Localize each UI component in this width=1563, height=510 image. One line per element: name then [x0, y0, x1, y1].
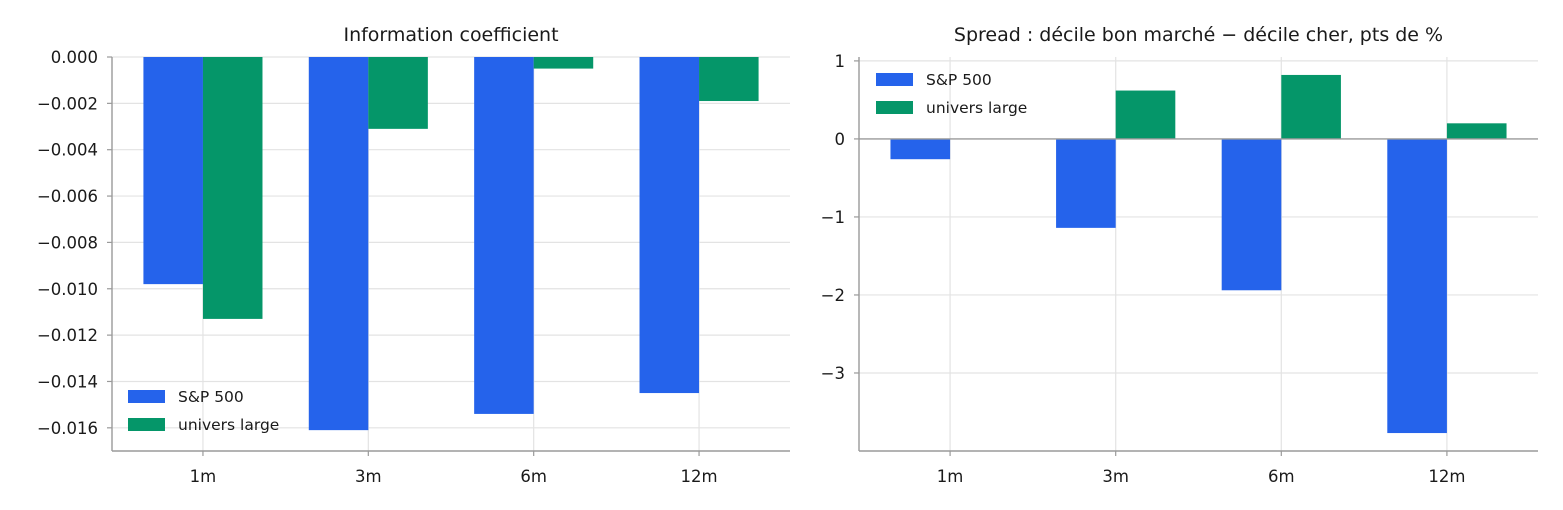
legend-swatch-sp500: [876, 73, 913, 86]
y-tick-label: −2: [821, 286, 845, 305]
chart-spread: 1 0 −1 −2 −3 1m 3m 6m 12m Spread : décile bon mar…: [821, 24, 1538, 486]
bar-sp500-6m: [1221, 138, 1282, 291]
x-tick-label: 6m: [520, 467, 547, 486]
chart-title: Spread : décile bon marché − décile cher…: [954, 24, 1443, 46]
x-tick-label: 3m: [1102, 467, 1129, 486]
y-tick-label: −0.006: [37, 187, 98, 206]
y-tick-label: −1: [821, 208, 845, 227]
bar-univers-1m: [202, 57, 263, 319]
y-tick-label: −0.012: [37, 326, 98, 345]
y-tick-label: −0.002: [37, 94, 98, 113]
y-tick-label: −0.010: [37, 280, 98, 299]
legend: S&P 500 univers large: [876, 71, 1027, 117]
bar-sp500-12m: [1387, 138, 1447, 434]
x-tick-label: 1m: [937, 467, 964, 486]
x-tick-label: 1m: [190, 467, 217, 486]
y-tick-label: 0.000: [51, 48, 98, 67]
y-tick-label: −3: [821, 364, 845, 383]
bar-univers-6m: [1281, 74, 1341, 139]
y-tick-label: 1: [835, 52, 846, 71]
bar-sp500-1m: [890, 138, 951, 160]
y-tick-label: 0: [835, 130, 846, 149]
bar-univers-12m: [1446, 123, 1507, 139]
bar-univers-12m: [699, 57, 759, 102]
chart-title: Information coefficient: [343, 24, 558, 46]
bar-univers-3m: [1115, 90, 1176, 139]
legend-label-sp500: S&P 500: [926, 71, 992, 89]
bar-sp500-3m: [308, 57, 369, 431]
bar-sp500-6m: [474, 57, 534, 414]
bar-univers-6m: [533, 57, 594, 69]
bar-sp500-12m: [639, 57, 700, 394]
x-tick-label: 12m: [1428, 467, 1465, 486]
bar-sp500-3m: [1056, 138, 1116, 228]
legend-label-univers: univers large: [926, 99, 1027, 117]
bar-sp500-1m: [143, 57, 203, 285]
y-tick-label: −0.004: [37, 141, 98, 160]
x-tick-label: 12m: [681, 467, 718, 486]
x-tick-label: 3m: [355, 467, 382, 486]
y-tick-label: −0.008: [37, 233, 98, 252]
chart-information-coefficient: 0.000 −0.002 −0.004 −0.006 −0.008 −0.010 −0.01…: [37, 24, 790, 486]
legend: S&P 500 univers large: [128, 388, 279, 434]
legend-swatch-univers: [128, 418, 165, 431]
legend-swatch-univers: [876, 101, 913, 114]
legend-swatch-sp500: [128, 390, 165, 403]
legend-label-univers: univers large: [178, 416, 279, 434]
bar-univers-3m: [368, 57, 428, 129]
y-tick-label: −0.016: [37, 419, 98, 438]
x-tick-label: 6m: [1268, 467, 1295, 486]
legend-label-sp500: S&P 500: [178, 388, 244, 406]
y-tick-label: −0.014: [37, 372, 98, 391]
